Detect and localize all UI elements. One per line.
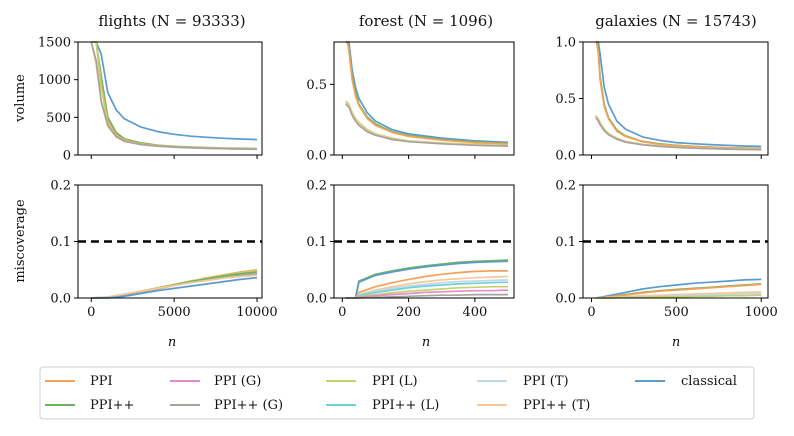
ytick-label-flights-miscoverage-2: 0.2 (50, 179, 71, 194)
facet-title-galaxies: galaxies (N = 15743) (595, 12, 757, 30)
series-ppi-plusplus-g-flights-volume (90, 41, 258, 151)
legend-label-ppi-g: PPI (G) (214, 374, 261, 389)
panel-forest-volume: 0.0 0.5 (306, 41, 515, 164)
ytick-label-forest-volume-0: 0.0 (306, 149, 327, 164)
axes-frame-flights-volume (77, 41, 263, 156)
ytick-label-galaxies-volume-2: 1.0 (555, 36, 576, 51)
xtick-label-flights-miscoverage-1: 5000 (158, 305, 191, 320)
ytick-label-forest-miscoverage-0: 0.0 (306, 292, 327, 307)
legend-label-ppi: PPI (90, 374, 113, 389)
xtick-label-galaxies-miscoverage-0: 0 (587, 305, 595, 320)
legend-item-ppi-plusplus-l: PPI++ (L) (326, 398, 439, 413)
ytick-label-forest-miscoverage-2: 0.2 (306, 179, 327, 194)
legend-label-ppi-plusplus-g: PPI++ (G) (214, 398, 283, 413)
ytick-label-forest-miscoverage-1: 0.1 (306, 235, 327, 250)
legend-label-classical: classical (681, 374, 737, 389)
legend-item-ppi-plusplus: PPI++ (45, 398, 134, 413)
facet-title-forest: forest (N = 1096) (359, 12, 493, 30)
ytick-label-galaxies-miscoverage-2: 0.2 (555, 179, 576, 194)
ytick-label-forest-volume-1: 0.5 (306, 78, 327, 93)
legend-label-ppi-l: PPI (L) (372, 374, 418, 389)
series-classical-galaxies-miscoverage (595, 278, 762, 299)
ytick-label-flights-volume-0: 0 (63, 149, 71, 164)
series-ppi-galaxies-volume (595, 41, 762, 150)
ytick-label-galaxies-miscoverage-1: 0.1 (555, 235, 576, 250)
axes-frame-forest-volume (333, 41, 515, 156)
series-ppi-plusplus-g-galaxies-volume (595, 117, 762, 151)
ytick-label-galaxies-volume-1: 0.5 (555, 92, 576, 107)
ylabel-volume: volume (13, 74, 28, 123)
legend-item-ppi-g: PPI (G) (170, 374, 261, 389)
ytick-label-flights-volume-2: 1000 (38, 73, 71, 88)
legend-item-ppi-plusplus-g: PPI++ (G) (170, 398, 283, 413)
series-ppi-plusplus-forest-volume (345, 41, 509, 145)
series-ppi-plusplus-flights-volume (91, 41, 258, 150)
xtick-label-flights-miscoverage-2: 10000 (236, 305, 277, 320)
panel-galaxies-miscoverage: 0.0 0.1 0.2 0 500 1000 (555, 179, 777, 321)
series-classical-forest-miscoverage (345, 260, 509, 299)
series-ppi-plusplus-l-forest-miscoverage (345, 281, 509, 299)
ytick-label-galaxies-miscoverage-0: 0.0 (555, 292, 576, 307)
series-classical-forest-volume (345, 41, 509, 144)
xtick-label-flights-miscoverage-0: 0 (87, 305, 95, 320)
panel-forest-miscoverage: 0.0 0.1 0.2 0 200 400 (306, 179, 515, 320)
facet-title-flights: flights (N = 93333) (98, 12, 245, 30)
legend-label-ppi-t: PPI (T) (523, 374, 569, 389)
axes-frame-galaxies-volume (582, 41, 769, 156)
series-ppi-forest-miscoverage (345, 270, 508, 299)
legend-item-classical: classical (635, 374, 737, 389)
ylabel-miscoverage: miscoverage (13, 199, 28, 283)
series-classical-flights-volume (91, 41, 258, 141)
panel-flights-volume: 0 500 1000 1500 (38, 36, 263, 164)
series-ppi-plusplus-galaxies-volume (595, 41, 762, 150)
ytick-label-flights-miscoverage-0: 0.0 (50, 292, 71, 307)
legend-label-ppi-plusplus-l: PPI++ (L) (372, 398, 439, 413)
series-ppi-plusplus-g-forest-volume (345, 103, 509, 148)
series-classical-flights-miscoverage (91, 276, 258, 299)
legend-label-ppi-plusplus-t: PPI++ (T) (523, 398, 590, 413)
xtick-label-forest-miscoverage-0: 0 (338, 305, 346, 320)
legend-item-ppi-plusplus-t: PPI++ (T) (477, 398, 590, 413)
legend-frame (39, 366, 755, 420)
panel-flights-miscoverage: 0.0 0.1 0.2 0 5000 10000 (50, 179, 277, 321)
xlabel-flights: n (168, 335, 176, 350)
xtick-label-galaxies-miscoverage-2: 1000 (745, 305, 778, 320)
series-ppi-forest-volume (345, 41, 509, 145)
ytick-label-flights-volume-3: 1500 (38, 36, 71, 51)
legend-item-ppi-l: PPI (L) (326, 374, 418, 389)
ytick-label-flights-volume-1: 500 (46, 111, 71, 126)
xtick-label-galaxies-miscoverage-1: 500 (664, 305, 689, 320)
legend-item-ppi-t: PPI (T) (477, 374, 569, 389)
xtick-label-forest-miscoverage-1: 200 (396, 305, 421, 320)
xlabel-galaxies: n (672, 335, 680, 350)
legend: PPI PPI++ PPI (G) PPI++ (G) PPI (L) PPI+… (39, 366, 755, 420)
panel-galaxies-volume: 0.0 0.5 1.0 (555, 36, 769, 164)
legend-item-ppi: PPI (45, 374, 113, 389)
ytick-label-flights-miscoverage-1: 0.1 (50, 235, 71, 250)
xlabel-forest: n (422, 335, 430, 350)
series-ppi-plusplus-t-flights-miscoverage (91, 274, 258, 299)
legend-label-ppi-plusplus: PPI++ (90, 398, 134, 413)
series-classical-galaxies-volume (595, 41, 762, 148)
ytick-label-galaxies-volume-0: 0.0 (555, 149, 576, 164)
xtick-label-forest-miscoverage-2: 400 (462, 305, 487, 320)
